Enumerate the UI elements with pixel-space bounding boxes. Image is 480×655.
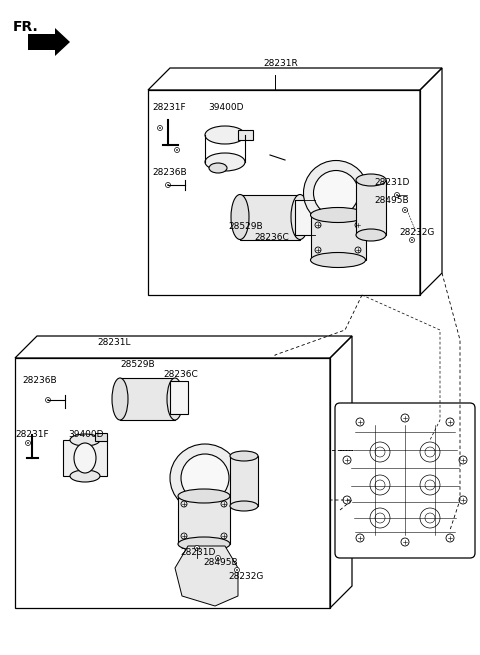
- Circle shape: [235, 567, 240, 572]
- Text: 39400D: 39400D: [68, 430, 104, 439]
- Text: 28231F: 28231F: [152, 103, 186, 112]
- Bar: [238, 130, 253, 140]
- Ellipse shape: [70, 434, 100, 446]
- Circle shape: [46, 398, 50, 403]
- Ellipse shape: [303, 160, 369, 225]
- Ellipse shape: [291, 195, 309, 240]
- Polygon shape: [175, 546, 238, 606]
- Circle shape: [217, 557, 218, 559]
- Ellipse shape: [70, 470, 100, 482]
- Bar: [230, 456, 258, 506]
- Polygon shape: [28, 28, 70, 56]
- Ellipse shape: [167, 378, 183, 420]
- Circle shape: [411, 239, 413, 240]
- Ellipse shape: [311, 208, 365, 223]
- Bar: [356, 180, 386, 235]
- FancyBboxPatch shape: [335, 403, 475, 558]
- Ellipse shape: [356, 174, 386, 186]
- Circle shape: [395, 193, 399, 198]
- Text: 28236B: 28236B: [152, 168, 187, 177]
- Bar: [170, 381, 188, 414]
- Text: 28231R: 28231R: [263, 59, 298, 68]
- Bar: [311, 215, 366, 260]
- Circle shape: [196, 548, 198, 549]
- Circle shape: [396, 195, 397, 196]
- Bar: [240, 195, 300, 240]
- Text: 28231L: 28231L: [97, 338, 131, 347]
- Ellipse shape: [181, 454, 229, 502]
- Circle shape: [166, 183, 170, 187]
- Circle shape: [409, 238, 415, 242]
- Text: 28529B: 28529B: [120, 360, 155, 369]
- Bar: [120, 378, 175, 420]
- Ellipse shape: [205, 126, 245, 144]
- Text: 28232G: 28232G: [228, 572, 264, 581]
- Text: 39400D: 39400D: [208, 103, 243, 112]
- Text: 28529B: 28529B: [228, 222, 263, 231]
- Text: 28231D: 28231D: [374, 178, 409, 187]
- Ellipse shape: [231, 195, 249, 240]
- Ellipse shape: [209, 163, 227, 173]
- Text: 28231F: 28231F: [15, 430, 48, 439]
- Bar: [63, 440, 107, 476]
- Circle shape: [175, 147, 180, 153]
- Ellipse shape: [170, 444, 240, 512]
- Ellipse shape: [356, 229, 386, 241]
- Text: 28236C: 28236C: [163, 370, 198, 379]
- Ellipse shape: [230, 501, 258, 511]
- Text: 28232G: 28232G: [399, 228, 434, 237]
- Ellipse shape: [112, 378, 128, 420]
- Text: FR.: FR.: [13, 20, 39, 34]
- Circle shape: [236, 569, 238, 571]
- Ellipse shape: [74, 443, 96, 473]
- Text: 28495B: 28495B: [374, 196, 408, 205]
- Text: 28236B: 28236B: [22, 376, 57, 385]
- Ellipse shape: [311, 252, 365, 267]
- Ellipse shape: [230, 451, 258, 461]
- Ellipse shape: [178, 537, 230, 551]
- Circle shape: [27, 442, 29, 443]
- Bar: [178, 496, 230, 544]
- Circle shape: [25, 441, 31, 445]
- Ellipse shape: [205, 153, 245, 171]
- Bar: [295, 200, 315, 235]
- Circle shape: [157, 126, 163, 130]
- Text: 28236C: 28236C: [254, 233, 289, 242]
- Text: 28495B: 28495B: [203, 558, 238, 567]
- Circle shape: [404, 210, 406, 211]
- Ellipse shape: [313, 170, 359, 215]
- Ellipse shape: [178, 489, 230, 503]
- Bar: [95, 433, 107, 441]
- Circle shape: [177, 149, 178, 151]
- Circle shape: [216, 555, 220, 561]
- Circle shape: [403, 208, 408, 212]
- Text: 28231D: 28231D: [180, 548, 216, 557]
- Circle shape: [194, 546, 200, 550]
